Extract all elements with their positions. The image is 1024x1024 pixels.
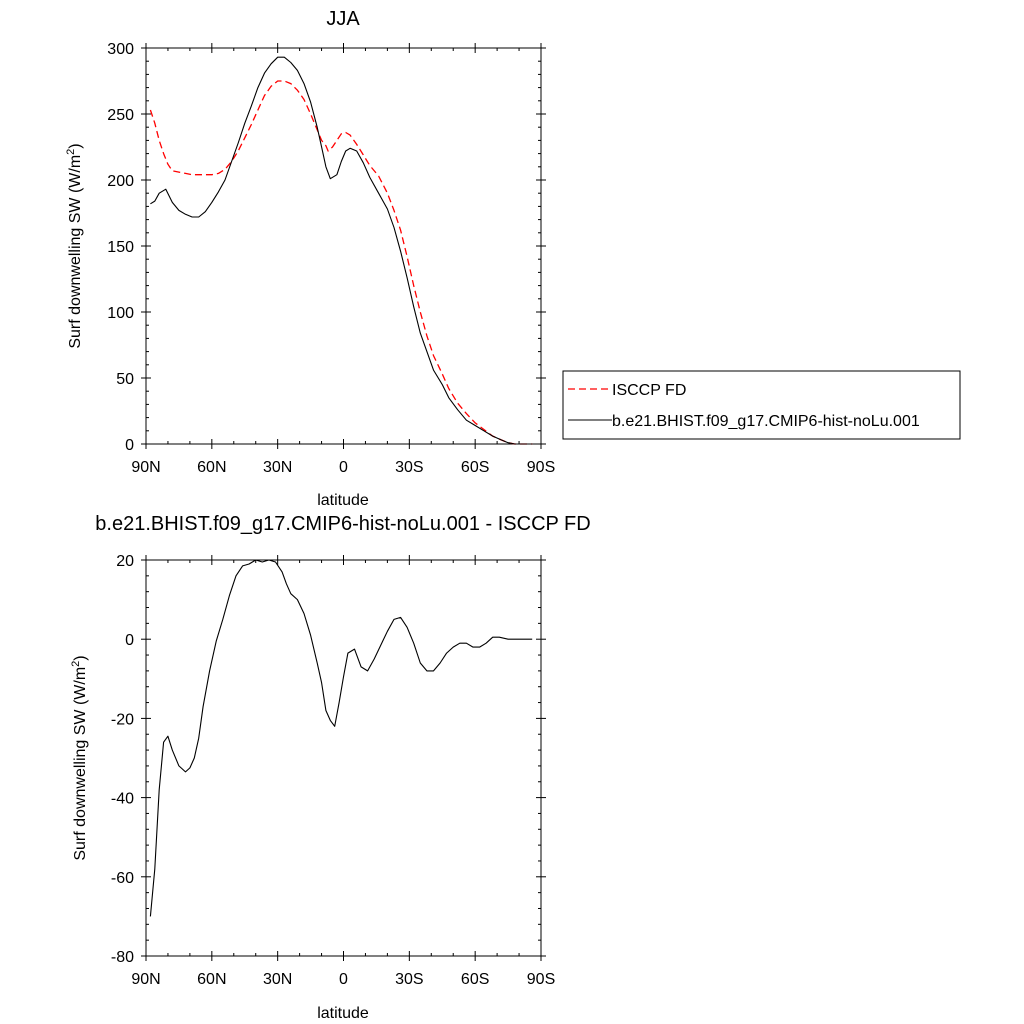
x-tick-label: 30S xyxy=(395,971,423,988)
top-series-line-1 xyxy=(150,56,533,445)
legend: ISCCP FD b.e21.BHIST.f09_g17.CMIP6-hist-… xyxy=(562,370,961,440)
x-tick-label: 60N xyxy=(197,459,226,476)
bottom-series-line-0 xyxy=(149,559,533,917)
bottom-y-axis-label-sup: 2 xyxy=(70,661,82,667)
y-tick-label: 20 xyxy=(116,553,134,570)
y-tick-label: 0 xyxy=(125,632,134,649)
bottom-x-axis-label: latitude xyxy=(317,1005,369,1022)
bottom-chart-title: b.e21.BHIST.f09_g17.CMIP6-hist-noLu.001 … xyxy=(95,513,590,535)
y-tick-label: -40 xyxy=(111,791,134,808)
top-series-group xyxy=(149,56,533,445)
y-tick-label: 50 xyxy=(116,371,134,388)
y-tick-label: -20 xyxy=(111,711,134,728)
legend-label-model: b.e21.BHIST.f09_g17.CMIP6-hist-noLu.001 xyxy=(612,413,920,430)
bottom-y-axis-label-tail: ) xyxy=(72,655,89,660)
legend-label-isccp: ISCCP FD xyxy=(612,382,686,399)
bottom-y-axis-label-main: Surf downwelling SW (W/m xyxy=(72,667,89,861)
x-tick-label: 90S xyxy=(527,459,555,476)
y-tick-label: 250 xyxy=(107,107,134,124)
x-tick-label: 0 xyxy=(339,459,348,476)
y-tick-label: 100 xyxy=(107,305,134,322)
bottom-y-axis-label: Surf downwelling SW (W/m2) xyxy=(70,655,89,860)
bottom-ticks: 90N 60N 30N 0 30S 60S 90S -80 -60 -40 -20 0 20 xyxy=(111,553,555,988)
top-y-axis-label-sup: 2 xyxy=(65,149,77,155)
bottom-panel: b.e21.BHIST.f09_g17.CMIP6-hist-noLu.001 … xyxy=(70,513,591,1022)
top-y-axis-label: Surf downwelling SW (W/m2) xyxy=(65,143,84,348)
y-tick-label: -80 xyxy=(111,949,134,966)
top-plot-frame xyxy=(145,47,542,445)
x-tick-label: 90N xyxy=(131,459,160,476)
x-tick-label: 90N xyxy=(131,971,160,988)
bottom-plot-frame xyxy=(145,559,542,957)
top-series-line-0 xyxy=(149,80,533,445)
y-tick-label: 150 xyxy=(107,239,134,256)
y-tick-label: 0 xyxy=(125,437,134,454)
top-chart-title: JJA xyxy=(326,8,360,30)
x-tick-label: 60S xyxy=(461,459,489,476)
top-x-axis-label: latitude xyxy=(317,492,369,509)
x-tick-label: 30N xyxy=(263,459,292,476)
x-tick-label: 60N xyxy=(197,971,226,988)
x-tick-label: 60S xyxy=(461,971,489,988)
y-tick-label: -60 xyxy=(111,870,134,887)
y-tick-label: 200 xyxy=(107,173,134,190)
legend-box xyxy=(562,370,961,440)
x-tick-label: 30S xyxy=(395,459,423,476)
top-y-axis-label-tail: ) xyxy=(67,143,84,148)
y-tick-label: 300 xyxy=(107,41,134,58)
x-tick-label: 30N xyxy=(263,971,292,988)
top-ticks: 90N 60N 30N 0 30S 60S 90S 0 50 100 150 200 250 300 xyxy=(107,41,555,476)
top-y-axis-label-main: Surf downwelling SW (W/m xyxy=(67,155,84,349)
top-panel: JJA 90N 60N 30N 0 30S 60S 90S 0 50 100 150 200 250 30… xyxy=(65,8,555,509)
x-tick-label: 90S xyxy=(527,971,555,988)
bottom-series-group xyxy=(149,559,533,917)
x-tick-label: 0 xyxy=(339,971,348,988)
